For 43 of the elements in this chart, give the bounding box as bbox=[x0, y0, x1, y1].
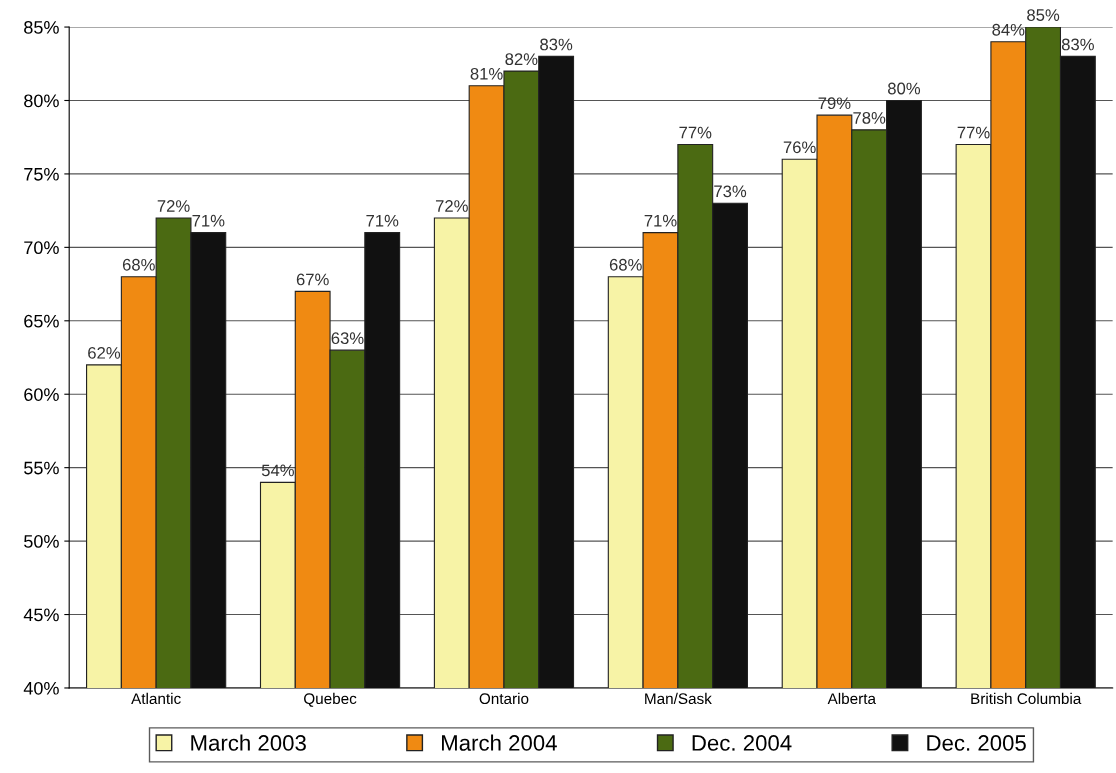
x-tick-label: Quebec bbox=[304, 692, 357, 707]
x-tick-label: Man/Sask bbox=[645, 692, 712, 705]
y-tick-label: 40% bbox=[23, 681, 59, 695]
data-label: 83% bbox=[1061, 38, 1094, 51]
data-label: 77% bbox=[679, 126, 712, 139]
data-label: 71% bbox=[192, 214, 225, 227]
y-tick-label: 80% bbox=[24, 94, 59, 108]
x-tick-label: British Columbia bbox=[971, 692, 1082, 705]
data-label: 84% bbox=[992, 23, 1025, 36]
x-tick-label: Atlantic bbox=[131, 692, 181, 705]
data-label: 72% bbox=[157, 200, 190, 212]
y-tick-label: 45% bbox=[23, 608, 59, 622]
data-label: 71% bbox=[366, 214, 399, 227]
data-label: 67% bbox=[296, 273, 329, 286]
data-label: 63% bbox=[331, 332, 364, 345]
x-tick-label: Ontario bbox=[479, 692, 529, 705]
data-label: 76% bbox=[783, 141, 816, 154]
y-tick-label: 85% bbox=[24, 20, 59, 34]
data-label: 68% bbox=[609, 258, 642, 271]
data-label: 62% bbox=[88, 346, 121, 359]
y-tick-label: 55% bbox=[24, 461, 59, 475]
data-label: 71% bbox=[644, 214, 677, 227]
data-label: 82% bbox=[505, 53, 538, 66]
y-tick-label: 60% bbox=[24, 388, 59, 401]
data-label: 80% bbox=[888, 82, 921, 95]
data-label: 54% bbox=[261, 464, 294, 477]
legend-label: Dec. 2005 bbox=[927, 735, 1026, 751]
y-tick-label: 65% bbox=[24, 314, 59, 328]
data-label: 83% bbox=[540, 38, 573, 51]
y-tick-label: 50% bbox=[24, 535, 59, 548]
data-label: 85% bbox=[1027, 9, 1060, 21]
data-label: 72% bbox=[435, 200, 468, 212]
y-tick-label: 75% bbox=[24, 167, 59, 181]
x-tick-label: Alberta bbox=[827, 692, 876, 705]
data-label: 77% bbox=[957, 126, 990, 139]
legend-label: March 2003 bbox=[191, 734, 306, 751]
y-tick-label: 70% bbox=[24, 241, 59, 255]
legend-label: March 2004 bbox=[442, 734, 557, 751]
legend-label: Dec. 2004 bbox=[692, 735, 792, 751]
data-label: 81% bbox=[470, 67, 503, 80]
data-label: 68% bbox=[122, 258, 155, 271]
data-label: 78% bbox=[853, 111, 886, 124]
data-label: 73% bbox=[714, 185, 747, 198]
